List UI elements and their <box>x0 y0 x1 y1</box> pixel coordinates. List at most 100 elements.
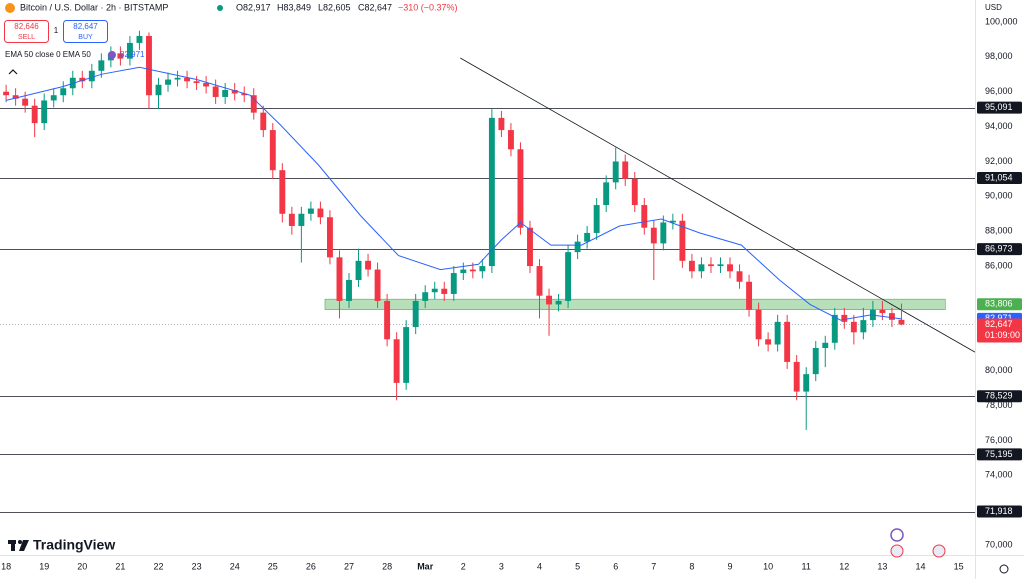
candle-body <box>269 130 276 171</box>
candle-body <box>260 112 267 131</box>
y-tick-label: 98,000 <box>985 51 1013 61</box>
event-icon[interactable] <box>890 544 904 558</box>
logo: TradingView <box>8 537 115 553</box>
candle-body <box>498 117 505 131</box>
settings-button[interactable] <box>999 564 1009 574</box>
indicator-icon <box>108 51 116 59</box>
y-tick-label: 90,000 <box>985 191 1013 201</box>
y-tick-label: 80,000 <box>985 365 1013 375</box>
sell-price: 82,646 <box>14 22 39 31</box>
candle-body <box>41 100 48 124</box>
event-icon[interactable] <box>890 528 904 542</box>
candle-body <box>765 339 772 345</box>
candle-body <box>403 327 410 383</box>
candle-body <box>165 79 171 85</box>
last-price-marker-box <box>977 318 1022 343</box>
candle-body <box>746 281 753 310</box>
y-tick-label: 100,000 <box>985 16 1018 26</box>
candle-body <box>679 220 686 261</box>
sell-button[interactable] <box>4 20 49 43</box>
x-tick-label: 5 <box>575 561 580 571</box>
symbol-title: Bitcoin / U.S. Dollar · 2h · BITSTAMP <box>20 2 168 12</box>
candle-body <box>546 295 552 305</box>
y-tick-label: 88,000 <box>985 226 1013 236</box>
candle-body <box>536 266 543 296</box>
buy-label: BUY <box>78 34 93 41</box>
candle-body <box>793 361 800 392</box>
candle-body <box>431 288 438 293</box>
y-tick-label: 76,000 <box>985 435 1013 445</box>
candle-body <box>155 84 162 96</box>
candle-body <box>174 77 181 80</box>
last-price-marker-label: 82,647 <box>985 319 1013 329</box>
candle-body <box>660 222 667 244</box>
candle-body <box>469 269 476 272</box>
level-marker-box <box>977 101 1022 114</box>
indicator-name: EMA 50 close 0 EMA 50 <box>5 50 91 59</box>
candle-body <box>184 77 191 82</box>
x-tick-label: 19 <box>39 561 49 571</box>
candle-body <box>279 170 286 214</box>
candle-body <box>603 182 610 206</box>
candle-body <box>803 374 810 392</box>
y-tick-label: 96,000 <box>985 86 1013 96</box>
candle-body <box>365 260 372 270</box>
x-tick-label: Mar <box>417 561 434 571</box>
plot-area <box>0 30 976 513</box>
support-zone <box>324 298 946 310</box>
y-tick-label: 74,000 <box>985 470 1013 480</box>
event-icon[interactable] <box>932 544 946 558</box>
collapse-button[interactable] <box>8 69 18 75</box>
level-marker-label: 71,918 <box>985 506 1013 516</box>
candle-body <box>126 42 133 59</box>
symbol-icon <box>5 3 15 13</box>
market-status <box>217 5 223 11</box>
candle-body <box>136 35 143 43</box>
candle-body <box>298 213 305 226</box>
trendline <box>460 57 976 353</box>
x-tick-label: 25 <box>268 561 278 571</box>
candle-body <box>98 60 105 71</box>
candle-body <box>831 314 838 343</box>
level-marker-label: 78,529 <box>985 391 1013 401</box>
candle-body <box>612 161 619 183</box>
candle-body <box>307 208 314 214</box>
candle-body <box>355 260 362 281</box>
candle-body <box>708 264 714 267</box>
candle-body <box>193 81 200 84</box>
candle-body <box>441 288 448 294</box>
candle-body <box>22 98 29 106</box>
level-marker-box <box>977 448 1022 461</box>
level-marker-box <box>977 505 1022 518</box>
candle-body <box>727 264 733 272</box>
currency: USD <box>985 3 1002 12</box>
ohlc-close: C82,647 <box>358 2 392 12</box>
buy-button[interactable] <box>63 20 108 43</box>
candle-body <box>850 321 857 333</box>
ohlc-high: H83,849 <box>277 2 311 12</box>
candle-body <box>527 227 533 267</box>
candle-body <box>88 70 95 82</box>
x-tick-label: 28 <box>382 561 392 571</box>
x-tick-label: 11 <box>802 561 811 571</box>
x-tick-label: 6 <box>613 561 618 571</box>
candle-body <box>422 292 429 301</box>
x-tick-label: 26 <box>306 561 316 571</box>
candle-body <box>374 269 381 301</box>
candle-body <box>393 339 400 383</box>
candle-body <box>622 161 629 179</box>
candle-body <box>450 273 457 294</box>
candle-body <box>12 95 19 99</box>
x-tick-label: 22 <box>153 561 163 571</box>
candle-body <box>241 93 248 96</box>
candle-body <box>327 217 333 258</box>
candle-body <box>593 205 600 233</box>
candle-body <box>822 342 829 348</box>
candle-body <box>774 321 781 345</box>
y-tick-label: 70,000 <box>985 539 1013 549</box>
candle-body <box>79 77 86 82</box>
candle-body <box>736 271 743 282</box>
candle-body <box>650 227 657 244</box>
level-marker-label: 86,973 <box>985 243 1013 253</box>
